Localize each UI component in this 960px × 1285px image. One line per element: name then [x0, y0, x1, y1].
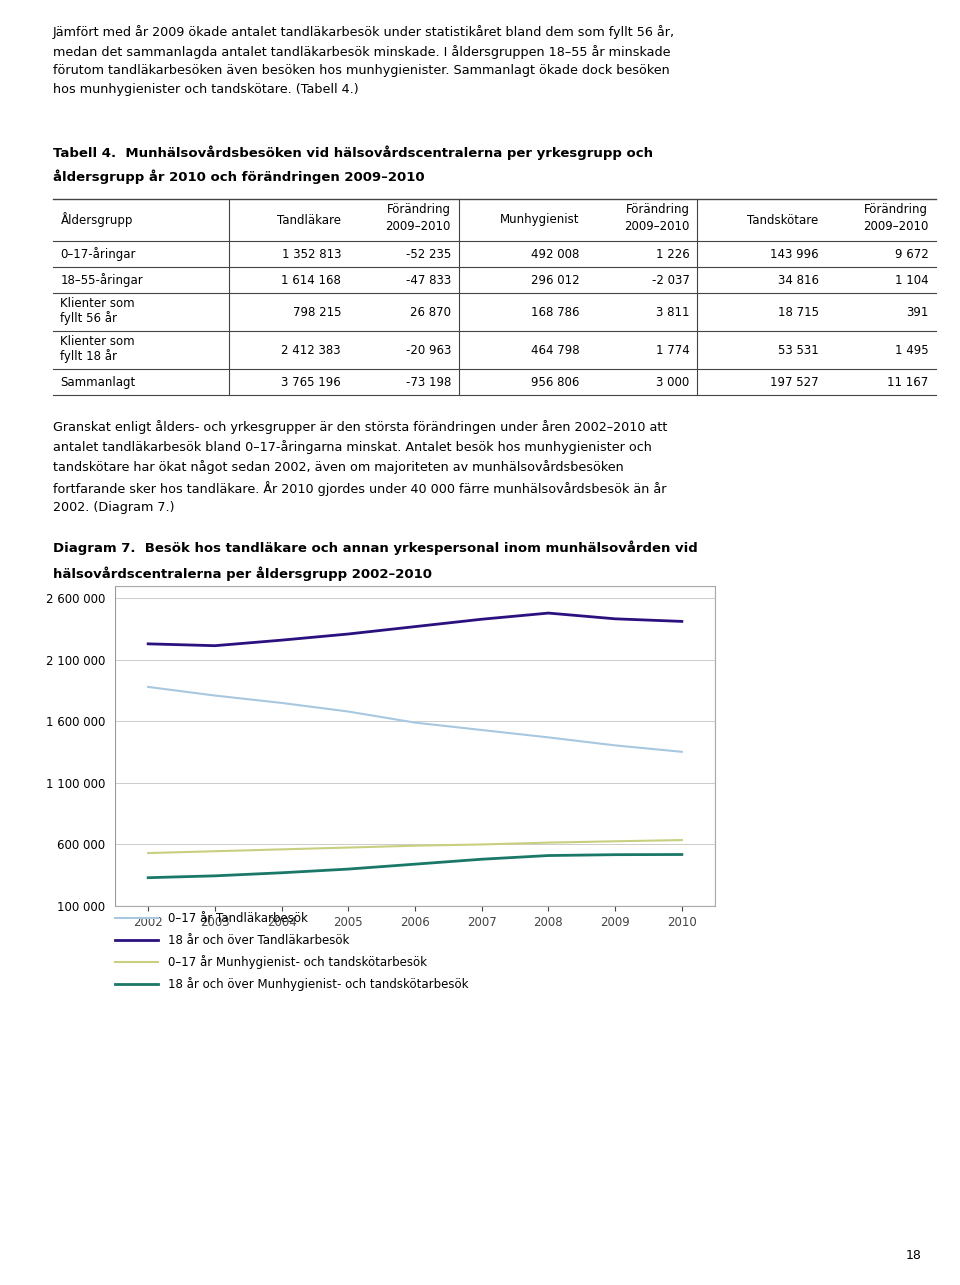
- Text: 9 672: 9 672: [895, 248, 928, 261]
- Text: -47 833: -47 833: [406, 274, 451, 287]
- Text: 18 år och över Tandläkarbesök: 18 år och över Tandläkarbesök: [168, 933, 349, 947]
- Text: 391: 391: [906, 306, 928, 319]
- Text: 197 527: 197 527: [770, 375, 819, 388]
- Text: Munhygienist: Munhygienist: [500, 213, 580, 226]
- Text: 3 000: 3 000: [657, 375, 689, 388]
- Text: Förändring: Förändring: [387, 203, 451, 216]
- Text: 296 012: 296 012: [531, 274, 580, 287]
- Text: 1 614 168: 1 614 168: [281, 274, 341, 287]
- Text: -2 037: -2 037: [652, 274, 689, 287]
- Text: hälsovårdscentralerna per åldersgrupp 2002–2010: hälsovårdscentralerna per åldersgrupp 20…: [53, 565, 432, 581]
- Text: Granskat enligt ålders- och yrkesgrupper är den största förändringen under åren : Granskat enligt ålders- och yrkesgrupper…: [53, 420, 667, 514]
- Text: 3 811: 3 811: [656, 306, 689, 319]
- Text: Tabell 4.  Munhälsovårdsbesöken vid hälsovårdscentralerna per yrkesgrupp och: Tabell 4. Munhälsovårdsbesöken vid hälso…: [53, 145, 653, 159]
- Text: 2009–2010: 2009–2010: [624, 220, 689, 233]
- Text: fyllt 56 år: fyllt 56 år: [60, 311, 117, 325]
- Text: 3 765 196: 3 765 196: [281, 375, 341, 388]
- Text: 34 816: 34 816: [778, 274, 819, 287]
- Text: -20 963: -20 963: [405, 343, 451, 356]
- Text: 0–17 år Munhygienist- och tandskötarbesök: 0–17 år Munhygienist- och tandskötarbesö…: [168, 955, 426, 969]
- Text: 464 798: 464 798: [531, 343, 580, 356]
- Text: 798 215: 798 215: [293, 306, 341, 319]
- Text: 0–17-åringar: 0–17-åringar: [60, 247, 136, 261]
- Text: Tandskötare: Tandskötare: [747, 213, 819, 226]
- Text: 2009–2010: 2009–2010: [386, 220, 451, 233]
- Text: 18 år och över Munhygienist- och tandskötarbesök: 18 år och över Munhygienist- och tandskö…: [168, 977, 468, 991]
- Text: 143 996: 143 996: [770, 248, 819, 261]
- Text: Diagram 7.  Besök hos tandläkare och annan yrkespersonal inom munhälsovården vid: Diagram 7. Besök hos tandläkare och anna…: [53, 540, 698, 555]
- Text: Klienter som: Klienter som: [60, 334, 135, 347]
- Text: 1 352 813: 1 352 813: [281, 248, 341, 261]
- Text: Klienter som: Klienter som: [60, 297, 135, 310]
- Text: åldersgrupp år 2010 och förändringen 2009–2010: åldersgrupp år 2010 och förändringen 200…: [53, 170, 424, 184]
- Text: 1 226: 1 226: [656, 248, 689, 261]
- Text: 53 531: 53 531: [778, 343, 819, 356]
- Text: 168 786: 168 786: [531, 306, 580, 319]
- Text: 18: 18: [905, 1249, 922, 1262]
- Text: 1 495: 1 495: [895, 343, 928, 356]
- Text: 2009–2010: 2009–2010: [863, 220, 928, 233]
- Text: 0–17 år Tandläkarbesök: 0–17 år Tandläkarbesök: [168, 911, 307, 924]
- Text: -73 198: -73 198: [405, 375, 451, 388]
- Text: -52 235: -52 235: [406, 248, 451, 261]
- Text: 2 412 383: 2 412 383: [281, 343, 341, 356]
- Text: 11 167: 11 167: [887, 375, 928, 388]
- Text: 1 104: 1 104: [895, 274, 928, 287]
- Text: fyllt 18 år: fyllt 18 år: [60, 350, 117, 362]
- Text: Sammanlagt: Sammanlagt: [60, 375, 135, 388]
- Text: Jämfört med år 2009 ökade antalet tandläkarbesök under statistikåret bland dem s: Jämfört med år 2009 ökade antalet tandlä…: [53, 24, 675, 96]
- Text: 492 008: 492 008: [532, 248, 580, 261]
- Text: 1 774: 1 774: [656, 343, 689, 356]
- Text: Förändring: Förändring: [864, 203, 928, 216]
- Text: Förändring: Förändring: [626, 203, 689, 216]
- Text: 956 806: 956 806: [532, 375, 580, 388]
- Text: Åldersgrupp: Åldersgrupp: [60, 212, 132, 227]
- Text: 18–55-åringar: 18–55-åringar: [60, 272, 143, 287]
- Text: 26 870: 26 870: [410, 306, 451, 319]
- Text: Tandläkare: Tandläkare: [277, 213, 341, 226]
- Text: 18 715: 18 715: [778, 306, 819, 319]
